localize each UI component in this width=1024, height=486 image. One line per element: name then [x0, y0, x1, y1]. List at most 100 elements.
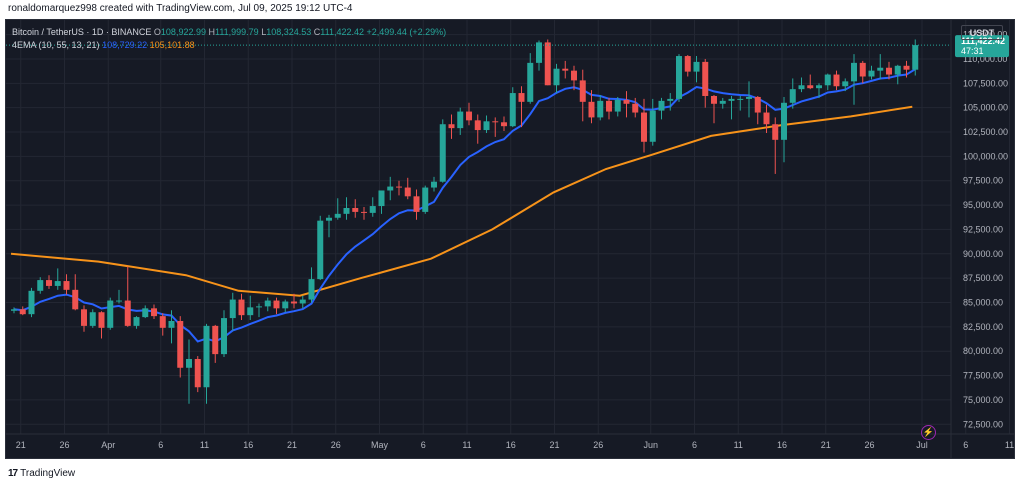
candle-body	[658, 100, 665, 111]
candle	[116, 289, 122, 304]
candle	[842, 78, 849, 92]
open-label: O	[153, 27, 161, 37]
candle-body	[81, 309, 87, 326]
candle	[396, 180, 402, 196]
x-tick-label: 6	[963, 440, 968, 450]
tradingview-mark-icon: 17	[8, 468, 18, 479]
candle	[238, 293, 245, 321]
candle	[168, 310, 175, 344]
candle-body	[518, 93, 525, 102]
candle-body	[151, 308, 157, 317]
x-tick-label: 16	[243, 440, 253, 450]
candle-body	[851, 62, 857, 82]
symbol-label[interactable]: Bitcoin / TetherUS · 1D · BINANCE	[12, 27, 152, 37]
currency-selector[interactable]: USDT	[961, 25, 1003, 40]
candle-body	[343, 208, 350, 214]
candle	[282, 299, 289, 313]
candle	[63, 274, 70, 295]
candle-body	[824, 74, 831, 86]
candle	[133, 316, 140, 329]
candle-body	[203, 325, 210, 388]
candle	[404, 177, 411, 200]
candle-body	[483, 121, 490, 131]
candle	[746, 81, 752, 118]
candle	[151, 304, 157, 320]
candle	[877, 54, 884, 80]
chart-panel[interactable]: 112,500.00 110,000.00 107,500.00 105,000.00…	[5, 19, 1015, 459]
candle-body	[772, 124, 779, 140]
indicator-label[interactable]: 4EMA (10, 55, 13, 21)	[12, 40, 100, 50]
candles	[11, 39, 919, 404]
candle-body	[11, 309, 17, 311]
candle	[536, 40, 542, 71]
candle-body	[387, 186, 394, 191]
grid	[6, 20, 1010, 434]
close-value: 111,422.42	[320, 27, 365, 37]
candle	[98, 311, 105, 339]
candle	[772, 117, 779, 174]
price-chart[interactable]: 112,500.00 110,000.00 107,500.00 105,000.00…	[6, 20, 1014, 458]
candle-body	[492, 121, 499, 123]
candle	[431, 176, 437, 192]
y-tick-label: 82,500.00	[963, 322, 1003, 332]
candle-body	[509, 93, 516, 127]
candle-body	[28, 290, 35, 315]
candle	[439, 119, 446, 183]
candle-body	[676, 56, 682, 99]
candle-body	[623, 99, 630, 104]
candle-body	[448, 124, 455, 129]
last-price-tag	[955, 35, 1009, 58]
candle-body	[641, 112, 647, 142]
candle	[299, 295, 306, 309]
x-tick-label: 11	[200, 440, 209, 450]
candle	[247, 295, 254, 321]
lightning-icon[interactable]: ⚡	[921, 425, 936, 440]
candle	[579, 69, 586, 122]
candle-body	[877, 67, 884, 71]
candle	[641, 98, 647, 153]
y-tick-label: 85,000.00	[963, 297, 1003, 307]
candle	[194, 356, 201, 393]
x-tick-label: 26	[593, 440, 603, 450]
x-tick-label: 6	[421, 440, 426, 450]
candle	[177, 316, 184, 378]
candle	[518, 86, 525, 128]
candle-body	[737, 98, 744, 100]
candle-body	[711, 95, 717, 104]
candle-body	[833, 74, 840, 87]
candle-body	[781, 102, 787, 140]
candle-body	[116, 300, 122, 302]
candle-body	[98, 312, 105, 328]
y-tick-label: 92,500.00	[963, 224, 1003, 234]
candle-body	[404, 187, 411, 197]
candle	[19, 306, 26, 316]
candle	[221, 310, 227, 358]
candle	[886, 61, 892, 80]
tradingview-logo: 17 TradingView	[8, 468, 75, 479]
candle	[737, 95, 744, 111]
x-tick-label: 11	[462, 440, 471, 450]
candle	[46, 275, 52, 289]
candle-body	[544, 42, 551, 86]
candle-body	[142, 308, 149, 318]
x-tick-label: 26	[59, 440, 69, 450]
tradingview-brand: TradingView	[20, 468, 76, 479]
candle-body	[667, 98, 674, 101]
low-label: L	[261, 27, 267, 37]
candle	[378, 190, 385, 214]
candle-body	[334, 213, 341, 218]
x-tick-label: Apr	[101, 440, 115, 450]
candle-body	[816, 85, 822, 89]
candle	[728, 95, 735, 120]
candle	[334, 198, 341, 220]
x-tick-label: 21	[821, 440, 831, 450]
y-tick-label: 107,500.00	[963, 78, 1008, 88]
candle	[474, 114, 481, 144]
candle	[833, 70, 840, 91]
candle-body	[894, 65, 901, 75]
candle-body	[693, 61, 700, 72]
y-tick-label: 105,000.00	[963, 103, 1008, 113]
candle-body	[553, 68, 560, 86]
candle-body	[186, 358, 192, 368]
candle	[326, 214, 332, 238]
